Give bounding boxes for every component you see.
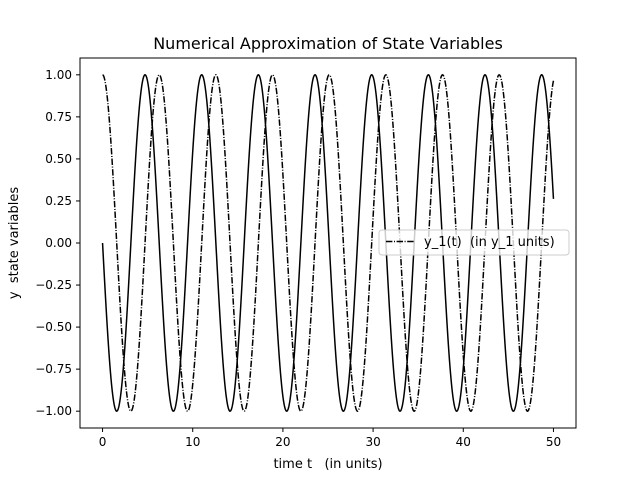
y-axis-label: y state variables xyxy=(7,187,22,299)
y-tick-label: 0.75 xyxy=(45,110,72,124)
y-tick-label: −0.50 xyxy=(35,320,72,334)
legend-box xyxy=(378,229,570,256)
series-line-1 xyxy=(101,74,555,412)
x-axis: 0 10 20 30 40 50 xyxy=(99,428,561,449)
series-layer xyxy=(101,74,555,412)
x-tick-label: 10 xyxy=(185,435,200,449)
x-tick-label: 30 xyxy=(365,435,380,449)
y-tick-label: −0.25 xyxy=(35,278,72,292)
y-tick-label: −1.00 xyxy=(35,404,72,418)
x-tick-label: 50 xyxy=(546,435,561,449)
legend-entry-label: y_1(t) (in y_1 units) xyxy=(424,235,555,250)
y-tick-label: 0.25 xyxy=(45,194,72,208)
x-tick-label: 40 xyxy=(456,435,471,449)
series-line-2 xyxy=(102,74,555,412)
chart-title: Numerical Approximation of State Variabl… xyxy=(153,34,503,53)
x-tick-label: 0 xyxy=(99,435,107,449)
legend: y_1(t) (in y_1 units) xyxy=(378,229,570,256)
y-tick-label: −0.75 xyxy=(35,362,72,376)
x-tick-label: 20 xyxy=(275,435,290,449)
x-axis-label: time t (in units) xyxy=(273,457,382,472)
y-tick-label: 0.50 xyxy=(45,152,72,166)
y-axis: −1.00 −0.75 −0.50 −0.25 0.00 0.25 0.50 0.75 1.00 xyxy=(35,68,80,418)
y-tick-label: 1.00 xyxy=(45,68,72,82)
y-tick-label: 0.00 xyxy=(45,236,72,250)
